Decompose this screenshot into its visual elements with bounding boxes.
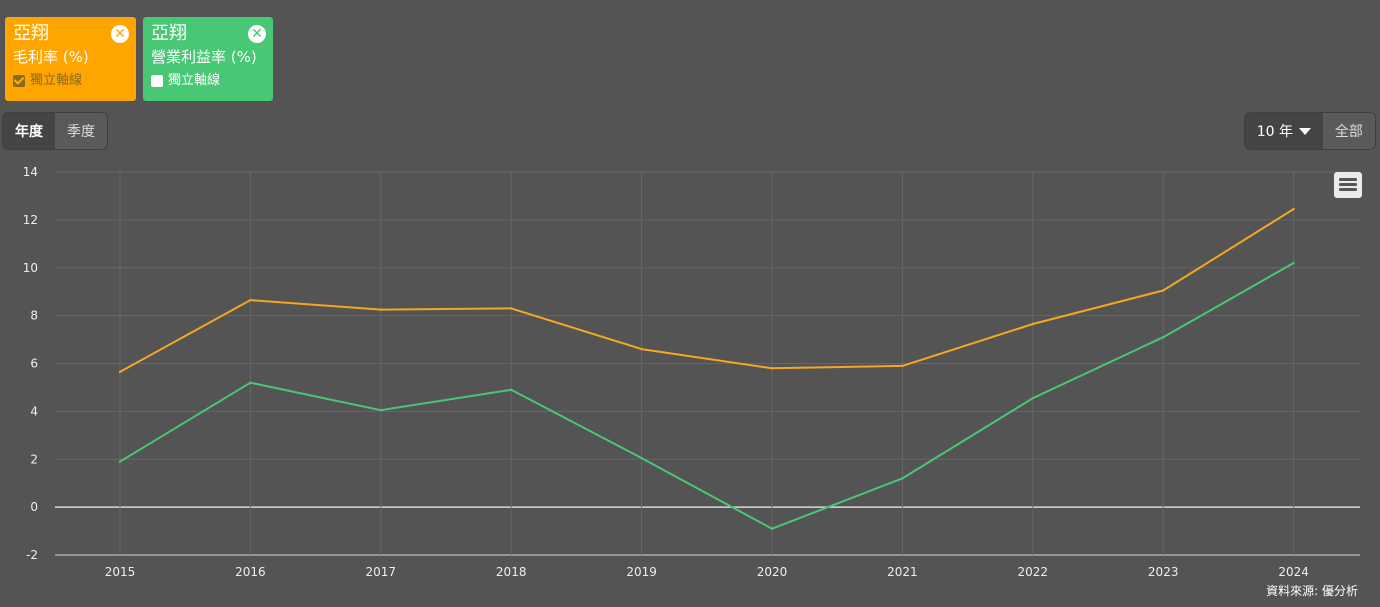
series-line-0 bbox=[119, 208, 1295, 373]
checkbox-checked-icon[interactable] bbox=[13, 75, 25, 87]
data-point[interactable] bbox=[379, 308, 382, 311]
all-range-button[interactable]: 全部 bbox=[1322, 113, 1375, 149]
x-tick-label: 2018 bbox=[496, 565, 527, 579]
y-tick-label: 8 bbox=[30, 309, 38, 323]
x-tick-label: 2019 bbox=[626, 565, 657, 579]
data-point[interactable] bbox=[1292, 207, 1295, 211]
range-toggle: 10 年 全部 bbox=[1244, 112, 1376, 150]
data-point[interactable] bbox=[118, 370, 122, 374]
close-icon[interactable]: ✕ bbox=[111, 25, 129, 43]
y-tick-label: -2 bbox=[26, 548, 38, 562]
data-point[interactable] bbox=[510, 388, 513, 392]
quarterly-button[interactable]: 季度 bbox=[55, 113, 107, 149]
data-source-label: 資料來源: 優分析 bbox=[1266, 584, 1358, 598]
independent-axis-label: 獨立軸線 bbox=[168, 73, 221, 88]
chart-grid bbox=[55, 171, 1360, 556]
range-dropdown-label: 10 年 bbox=[1256, 124, 1294, 140]
y-tick-label: 14 bbox=[23, 165, 38, 179]
range-dropdown[interactable]: 10 年 bbox=[1245, 113, 1323, 149]
series-card-operating-margin: 亞翔 營業利益率 (%) 獨立軸線 ✕ bbox=[143, 17, 273, 101]
y-tick-label: 6 bbox=[30, 357, 38, 371]
data-point[interactable] bbox=[770, 527, 774, 530]
data-point[interactable] bbox=[1031, 322, 1035, 326]
data-point[interactable] bbox=[249, 298, 252, 302]
x-tick-label: 2022 bbox=[1018, 565, 1049, 579]
data-point[interactable] bbox=[1162, 335, 1165, 339]
x-tick-label: 2015 bbox=[105, 565, 136, 579]
series-company-name: 亞翔 bbox=[151, 23, 187, 44]
y-tick-label: 0 bbox=[30, 500, 38, 514]
y-tick-label: 2 bbox=[30, 452, 38, 466]
x-axis-ticks: 2015 2016 2017 2018 2019 2020 2021 2022 2023 2024 bbox=[105, 565, 1309, 579]
independent-axis-toggle[interactable]: 獨立軸線 bbox=[13, 71, 128, 91]
y-tick-label: 4 bbox=[30, 404, 38, 418]
data-point[interactable] bbox=[1162, 289, 1165, 292]
checkbox-unchecked-icon[interactable] bbox=[151, 75, 163, 87]
x-tick-label: 2016 bbox=[235, 565, 266, 579]
data-point[interactable] bbox=[770, 367, 774, 370]
series-company-name: 亞翔 bbox=[13, 23, 49, 44]
series-metric-name: 營業利益率 (%) bbox=[151, 48, 257, 66]
data-point[interactable] bbox=[510, 307, 513, 310]
series-lines bbox=[118, 207, 1295, 530]
data-point[interactable] bbox=[901, 477, 904, 480]
data-point[interactable] bbox=[379, 408, 382, 412]
data-point[interactable] bbox=[901, 364, 904, 368]
x-tick-label: 2023 bbox=[1148, 565, 1179, 579]
data-point[interactable] bbox=[249, 381, 252, 384]
series-card-gross-margin: 亞翔 毛利率 (%) 獨立軸線 ✕ bbox=[5, 17, 136, 101]
independent-axis-label: 獨立軸線 bbox=[30, 73, 83, 88]
x-tick-label: 2024 bbox=[1278, 565, 1309, 579]
y-tick-label: 10 bbox=[23, 261, 38, 275]
y-axis-ticks: 14 12 10 8 6 4 2 0 -2 bbox=[23, 165, 38, 562]
series-line-1 bbox=[119, 262, 1295, 530]
series-metric-name: 毛利率 (%) bbox=[13, 48, 89, 66]
x-tick-label: 2021 bbox=[887, 565, 918, 579]
close-icon[interactable]: ✕ bbox=[248, 25, 266, 43]
y-tick-label: 12 bbox=[23, 213, 38, 227]
x-tick-label: 2020 bbox=[757, 565, 788, 579]
annual-button[interactable]: 年度 bbox=[3, 113, 55, 149]
data-point[interactable] bbox=[640, 347, 643, 351]
data-point[interactable] bbox=[1031, 397, 1035, 400]
data-point[interactable] bbox=[1292, 261, 1295, 265]
period-toggle: 年度 季度 bbox=[2, 112, 108, 150]
chart-menu-button[interactable] bbox=[1334, 172, 1362, 198]
caret-down-icon bbox=[1299, 127, 1312, 135]
independent-axis-toggle[interactable]: 獨立軸線 bbox=[151, 71, 265, 91]
data-point[interactable] bbox=[118, 460, 122, 463]
data-point[interactable] bbox=[640, 456, 643, 460]
x-tick-label: 2017 bbox=[366, 565, 397, 579]
